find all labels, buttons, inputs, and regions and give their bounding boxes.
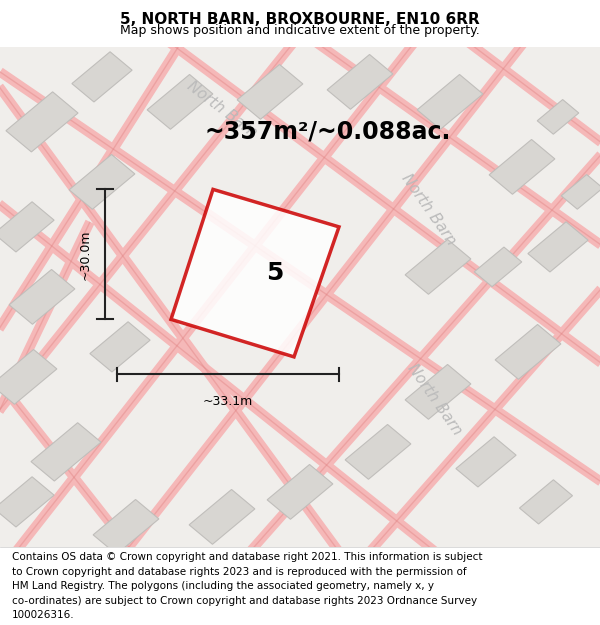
Text: to Crown copyright and database rights 2023 and is reproduced with the permissio: to Crown copyright and database rights 2… [12,567,467,577]
Polygon shape [0,477,54,527]
Polygon shape [537,99,579,134]
Polygon shape [189,489,255,544]
Polygon shape [520,480,572,524]
Text: North Barn: North Barn [184,78,260,141]
Polygon shape [0,202,54,252]
Text: North Barn: North Barn [405,361,465,438]
Polygon shape [90,322,150,372]
Text: co-ordinates) are subject to Crown copyright and database rights 2023 Ordnance S: co-ordinates) are subject to Crown copyr… [12,596,477,606]
Polygon shape [405,364,471,419]
Polygon shape [417,74,483,129]
Polygon shape [405,239,471,294]
Polygon shape [528,222,588,272]
Text: 5, NORTH BARN, BROXBOURNE, EN10 6RR: 5, NORTH BARN, BROXBOURNE, EN10 6RR [120,12,480,27]
Polygon shape [0,349,57,404]
Text: ~30.0m: ~30.0m [79,229,92,279]
Polygon shape [561,174,600,209]
Text: ~33.1m: ~33.1m [203,396,253,408]
Polygon shape [237,64,303,119]
Polygon shape [345,424,411,479]
Polygon shape [6,92,78,152]
Text: ~357m²/~0.088ac.: ~357m²/~0.088ac. [204,120,451,144]
Polygon shape [31,422,101,481]
Polygon shape [327,54,393,109]
Polygon shape [495,324,561,379]
Polygon shape [147,74,213,129]
Text: Map shows position and indicative extent of the property.: Map shows position and indicative extent… [120,24,480,36]
Polygon shape [72,52,132,102]
Polygon shape [456,437,516,487]
Text: 100026316.: 100026316. [12,610,74,620]
Polygon shape [267,464,333,519]
Polygon shape [9,269,75,324]
Polygon shape [474,247,522,287]
Text: North Barn: North Barn [399,171,459,248]
Text: HM Land Registry. The polygons (including the associated geometry, namely x, y: HM Land Registry. The polygons (includin… [12,581,434,591]
Polygon shape [171,189,339,357]
Text: 5: 5 [266,261,284,285]
Polygon shape [489,139,555,194]
Polygon shape [93,499,159,554]
Polygon shape [69,154,135,209]
Text: Contains OS data © Crown copyright and database right 2021. This information is : Contains OS data © Crown copyright and d… [12,552,482,562]
